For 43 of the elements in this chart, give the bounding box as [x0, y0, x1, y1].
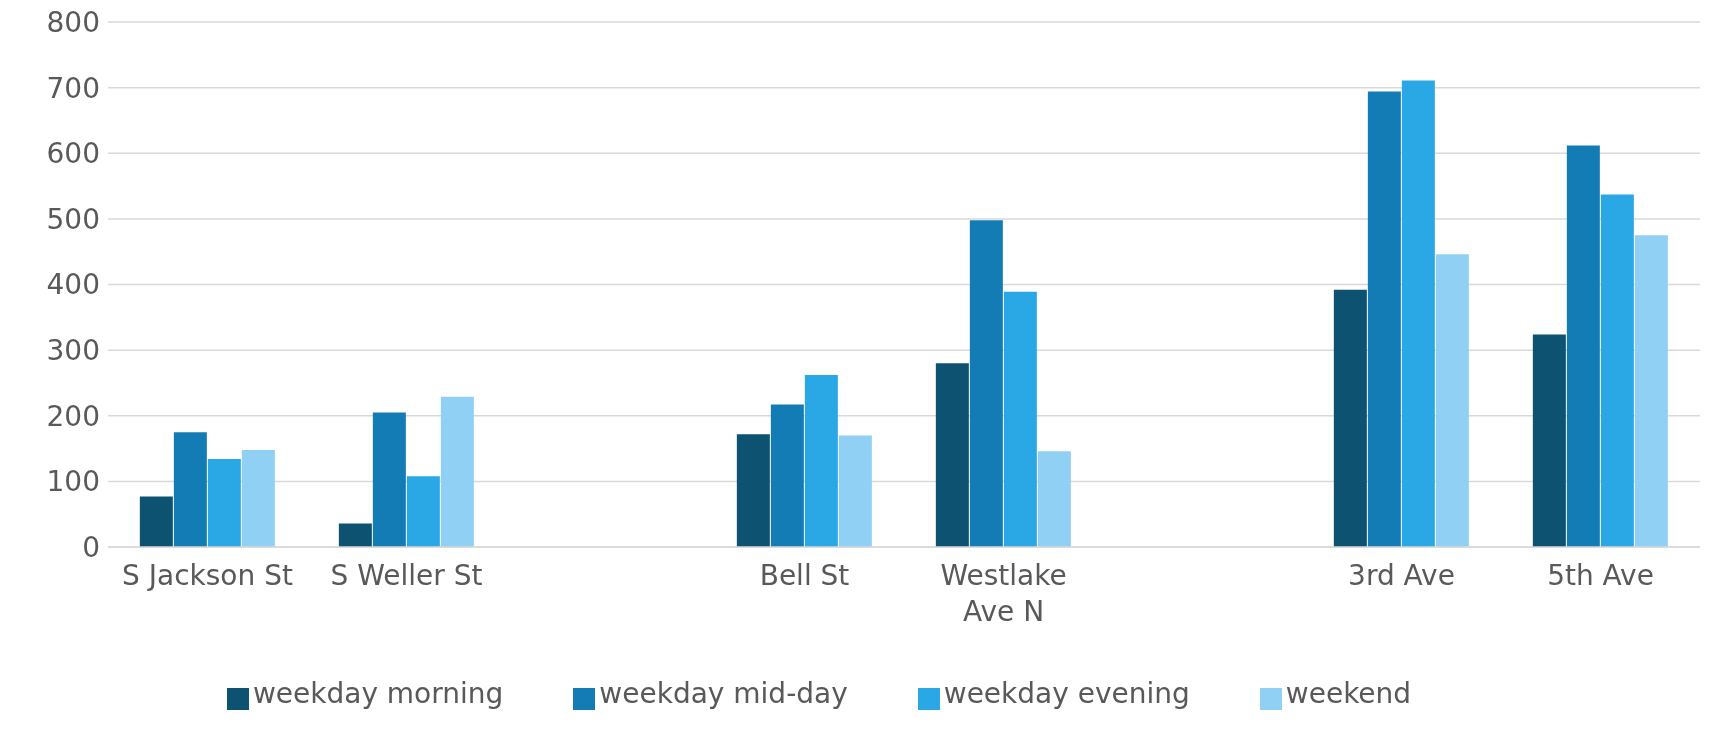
bar [935, 363, 969, 547]
y-tick-label: 700 [46, 71, 100, 105]
bar [372, 412, 406, 547]
legend-label: weekday morning [252, 677, 504, 710]
bar [338, 523, 372, 547]
bar [736, 434, 770, 547]
bar [1435, 254, 1469, 547]
x-tick-label: 5th Ave [1547, 559, 1654, 592]
bar [1003, 291, 1037, 547]
x-tick-label: 3rd Ave [1348, 559, 1455, 592]
bar [1634, 235, 1668, 547]
y-tick-label: 100 [46, 465, 100, 499]
bar [770, 404, 804, 547]
bar [1600, 194, 1634, 547]
y-tick-label: 800 [46, 5, 100, 39]
x-tick-label: Westlake Ave N [940, 559, 1067, 628]
bar [241, 449, 275, 547]
bar [838, 435, 872, 547]
x-tick-label: S Jackson St [122, 559, 293, 592]
bar [1532, 334, 1566, 547]
bar [440, 396, 474, 547]
bar [406, 476, 440, 547]
legend-label: weekday mid-day [599, 677, 848, 710]
bar [173, 432, 207, 547]
bar [1367, 91, 1401, 547]
y-tick-label: 400 [46, 268, 100, 302]
bar [969, 220, 1003, 547]
y-tick-label: 500 [46, 202, 100, 236]
x-tick-label: Bell St [759, 559, 850, 592]
x-tick-label: S Weller St [330, 559, 483, 592]
legend-label: weekday evening [943, 677, 1190, 710]
bar [139, 496, 173, 547]
y-tick-label: 300 [46, 334, 100, 368]
legend-label: weekend [1285, 677, 1412, 710]
y-tick-label: 200 [46, 399, 100, 433]
bar [1401, 80, 1435, 547]
bar [1566, 145, 1600, 547]
bar [207, 459, 241, 547]
bar [804, 375, 838, 547]
y-tick-label: 600 [46, 137, 100, 171]
bar [1333, 289, 1367, 547]
y-tick-label: 0 [82, 530, 100, 564]
bar [1037, 451, 1071, 547]
